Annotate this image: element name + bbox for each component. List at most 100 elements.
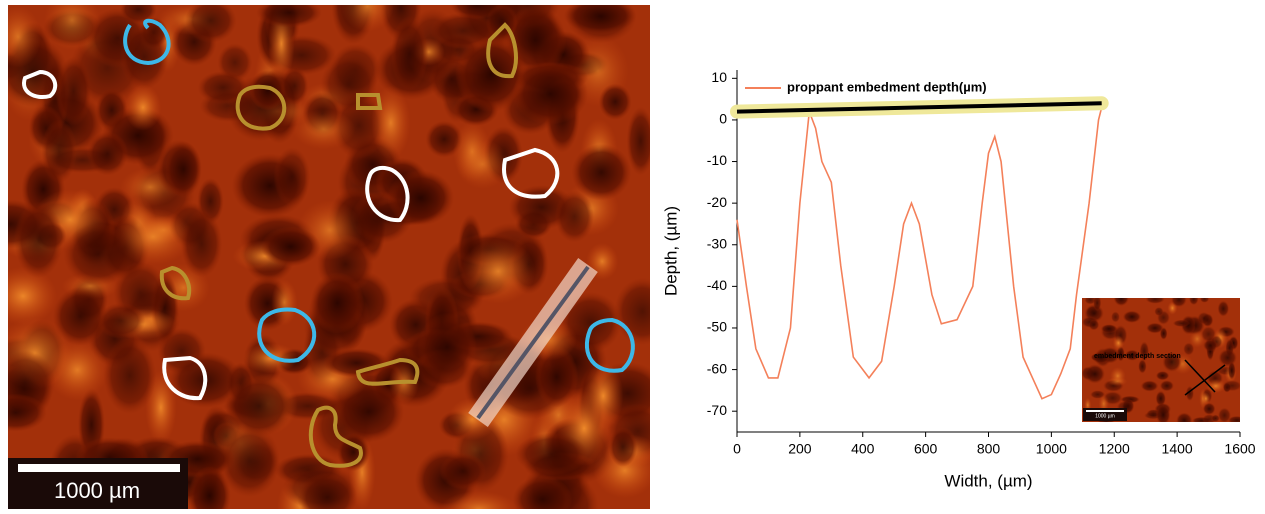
texture bbox=[1227, 415, 1240, 422]
texture bbox=[598, 83, 632, 121]
texture bbox=[1162, 352, 1182, 372]
texture bbox=[256, 5, 323, 28]
texture bbox=[554, 190, 594, 243]
inset-image bbox=[1082, 298, 1240, 422]
texture bbox=[512, 475, 573, 509]
outline bbox=[257, 307, 317, 363]
texture bbox=[119, 23, 169, 90]
texture bbox=[626, 106, 650, 176]
y-tick-label: -40 bbox=[707, 277, 727, 293]
y-tick-label: 0 bbox=[719, 111, 727, 127]
texture bbox=[341, 5, 394, 32]
texture bbox=[387, 170, 455, 226]
line bbox=[736, 101, 1102, 114]
scale-bar bbox=[18, 464, 180, 472]
x-tick-label: 1400 bbox=[1162, 441, 1193, 457]
texture bbox=[1124, 349, 1140, 361]
texture bbox=[1145, 298, 1165, 304]
texture bbox=[8, 5, 42, 68]
texture bbox=[1217, 407, 1231, 422]
texture bbox=[1155, 370, 1170, 381]
texture bbox=[225, 374, 293, 437]
texture bbox=[271, 279, 298, 326]
texture bbox=[1093, 298, 1102, 312]
texture bbox=[1189, 298, 1199, 306]
texture bbox=[249, 70, 286, 111]
legend-label: proppant embedment depth(µm) bbox=[787, 79, 987, 94]
x-tick-label: 400 bbox=[851, 441, 875, 457]
y-tick-label: -30 bbox=[707, 235, 727, 251]
texture bbox=[41, 119, 77, 184]
texture bbox=[97, 302, 146, 339]
x-tick-label: 1200 bbox=[1099, 441, 1130, 457]
texture bbox=[1222, 380, 1240, 392]
section-line bbox=[468, 258, 598, 427]
texture bbox=[1112, 335, 1125, 351]
y-tick-label: 10 bbox=[711, 69, 727, 85]
texture bbox=[512, 62, 589, 125]
texture bbox=[63, 222, 134, 286]
texture bbox=[188, 466, 231, 509]
x-axis-title: Width, (µm) bbox=[944, 471, 1032, 490]
texture bbox=[1217, 300, 1230, 317]
texture bbox=[8, 266, 58, 326]
texture bbox=[297, 472, 358, 509]
texture bbox=[1154, 306, 1164, 317]
inset-scale-bar bbox=[1086, 410, 1124, 412]
y-axis-title: Depth, (µm) bbox=[661, 206, 680, 296]
texture bbox=[103, 336, 157, 415]
texture bbox=[440, 491, 518, 509]
section-line bbox=[476, 265, 590, 420]
texture bbox=[1092, 351, 1110, 364]
texture bbox=[1183, 342, 1195, 356]
texture bbox=[1172, 319, 1191, 327]
texture bbox=[218, 424, 281, 498]
outline bbox=[356, 93, 383, 110]
inset-arrow bbox=[1184, 359, 1216, 393]
texture bbox=[614, 277, 650, 346]
outline bbox=[355, 357, 420, 386]
line bbox=[736, 107, 1103, 400]
texture bbox=[1227, 361, 1236, 380]
texture bbox=[1171, 298, 1187, 308]
texture bbox=[1205, 379, 1226, 393]
texture bbox=[1203, 339, 1218, 352]
x-tick-label: 1600 bbox=[1224, 441, 1255, 457]
texture bbox=[1140, 380, 1159, 392]
x-tick-label: 200 bbox=[788, 441, 812, 457]
inset-scale-label: 1000 µm bbox=[1095, 413, 1115, 419]
y-tick-label: -20 bbox=[707, 194, 727, 210]
texture bbox=[1155, 390, 1166, 407]
inset-arrow bbox=[1184, 364, 1226, 396]
outline bbox=[308, 405, 363, 468]
texture bbox=[1113, 298, 1129, 307]
texture bbox=[1197, 311, 1211, 325]
texture bbox=[1122, 310, 1142, 323]
texture bbox=[165, 141, 202, 198]
y-tick-label: -10 bbox=[707, 152, 727, 168]
texture bbox=[461, 238, 536, 304]
outline bbox=[123, 18, 171, 66]
texture bbox=[1211, 414, 1220, 422]
texture bbox=[455, 36, 527, 113]
texture bbox=[565, 5, 637, 44]
texture bbox=[280, 66, 309, 105]
texture bbox=[1176, 412, 1193, 422]
y-tick-label: -50 bbox=[707, 319, 727, 335]
outline bbox=[502, 147, 560, 199]
texture bbox=[1202, 402, 1216, 415]
texture bbox=[390, 16, 429, 92]
texture bbox=[417, 312, 477, 382]
texture bbox=[1146, 322, 1164, 334]
y-tick-label: -60 bbox=[707, 360, 727, 376]
texture bbox=[8, 393, 47, 432]
texture bbox=[44, 5, 101, 51]
micrograph bbox=[8, 5, 650, 509]
texture bbox=[455, 139, 510, 190]
texture bbox=[310, 272, 365, 334]
texture bbox=[439, 453, 487, 490]
texture bbox=[273, 147, 311, 207]
x-tick-label: 1000 bbox=[1036, 441, 1067, 457]
texture bbox=[14, 201, 64, 279]
